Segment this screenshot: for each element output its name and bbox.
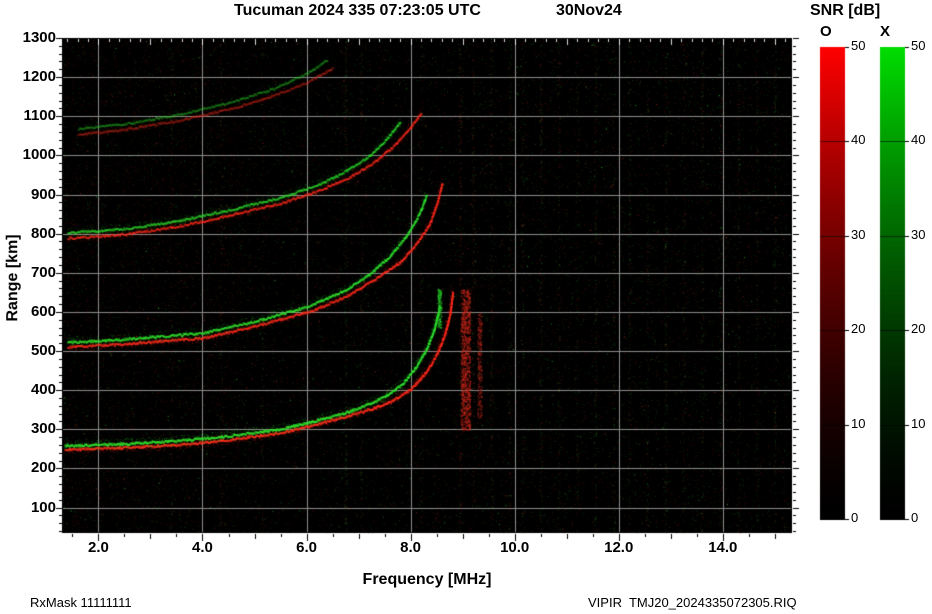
x-tick-label: 10.0: [500, 539, 530, 556]
x-tick-label: 2.0: [87, 539, 109, 556]
x-tick-label: 8.0: [400, 539, 422, 556]
colorbar-tick-label: 10: [911, 415, 926, 431]
colorbar-tick-label: 50: [851, 38, 866, 53]
colorbar-x-mode-label: X: [880, 23, 891, 40]
y-tick-label: 1100: [23, 107, 56, 125]
x-tick-label: 12.0: [604, 539, 634, 556]
colorbar-tick-label: 40: [851, 132, 866, 148]
colorbar-tick-label: 30: [911, 226, 926, 242]
colorbar-tick-label: 40: [911, 132, 926, 148]
colorbar-o-mode-label: O: [820, 23, 832, 40]
colorbar-tick-label: 0: [851, 510, 859, 525]
y-tick-label: 1300: [22, 29, 56, 46]
x-tick-label: 6.0: [296, 539, 317, 556]
data-filename-text: VIPIR TMJ20_2024335072305.RIQ: [588, 595, 797, 610]
colorbar-tick-label: 50: [911, 38, 926, 53]
rxmask-text: RxMask 11111111: [30, 595, 132, 610]
x-tick-label: 14.0: [708, 539, 738, 556]
x-tick-label: 4.0: [192, 539, 213, 556]
y-tick-label: 500: [30, 342, 56, 360]
y-tick-label: 100: [30, 498, 56, 516]
colorbar-tick-label: 10: [851, 415, 866, 431]
y-tick-label: 200: [30, 459, 56, 477]
y-tick-label: 400: [30, 381, 56, 399]
colorbar-tick-label: 0: [911, 510, 919, 525]
colorbar-title: SNR [dB]: [810, 2, 881, 19]
y-tick-label: 900: [30, 185, 56, 203]
y-tick-label: 300: [30, 420, 56, 438]
x-axis-label: Frequency [MHz]: [362, 571, 492, 588]
colorbar-tick-label: 20: [911, 321, 926, 337]
plot-title: Tucuman 2024 335 07:23:05 UTC: [234, 2, 481, 19]
colorbar-tick-label: 20: [851, 321, 866, 337]
y-tick-label: 800: [30, 224, 56, 242]
colorbar-tick-label: 30: [851, 226, 866, 242]
y-tick-label: 700: [30, 263, 56, 281]
y-tick-label: 1000: [22, 146, 56, 164]
y-tick-label: 600: [30, 302, 56, 320]
plot-date: 30Nov24: [556, 2, 622, 19]
y-tick-label: 1200: [22, 68, 56, 86]
